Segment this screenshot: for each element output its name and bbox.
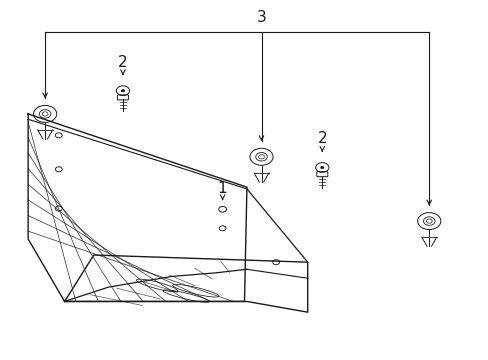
Text: 2: 2 bbox=[317, 131, 326, 147]
Circle shape bbox=[320, 166, 324, 169]
Circle shape bbox=[121, 89, 125, 92]
Text: 3: 3 bbox=[256, 10, 266, 25]
Text: 2: 2 bbox=[118, 55, 127, 69]
Text: 1: 1 bbox=[217, 181, 227, 197]
